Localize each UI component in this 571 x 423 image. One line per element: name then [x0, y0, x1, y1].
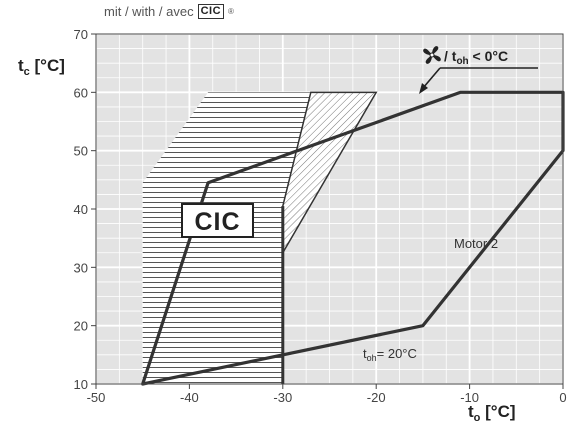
- fan-blade: [432, 54, 441, 62]
- cic-logo-badge: CIC: [197, 4, 225, 19]
- y-tick-label: 50: [74, 144, 88, 159]
- y-axis-title: tc [°C]: [18, 56, 65, 78]
- cic-logo-label: CIC: [194, 208, 240, 236]
- toh-label: toh= 20°C: [363, 346, 417, 363]
- y-tick-label: 20: [74, 319, 88, 334]
- y-tick-label: 40: [74, 202, 88, 217]
- x-tick-label: -40: [180, 390, 199, 405]
- cic-logo-box: [181, 203, 254, 238]
- x-tick-label: -30: [273, 390, 292, 405]
- x-axis-title: to [°C]: [468, 402, 516, 423]
- y-tick-label: 10: [74, 377, 88, 392]
- motor-label: Motor 2: [454, 236, 498, 251]
- caption-text: mit / with / avec: [104, 4, 194, 19]
- registered-mark: ®: [228, 7, 234, 16]
- fan-icon: [423, 46, 441, 64]
- fan-leader-diagonal: [422, 67, 441, 89]
- y-tick-label: 60: [74, 85, 88, 100]
- fan-blade: [425, 55, 433, 64]
- y-tick-label: 70: [74, 27, 88, 42]
- x-tick-label: -20: [367, 390, 386, 405]
- fan-legend-label: / toh < 0°C: [444, 48, 508, 67]
- y-tick-label: 30: [74, 260, 88, 275]
- fan-hub: [429, 52, 435, 58]
- fan-leader-arrowhead: [419, 83, 428, 94]
- chart-caption: mit / with / avec CIC ®: [104, 4, 234, 19]
- x-tick-label: -50: [87, 390, 106, 405]
- fan-blade: [431, 46, 439, 55]
- fan-blade: [423, 48, 432, 56]
- x-tick-label: 0: [559, 390, 566, 405]
- x-tick-label: -10: [460, 390, 479, 405]
- cic-region-hatch: [142, 92, 311, 384]
